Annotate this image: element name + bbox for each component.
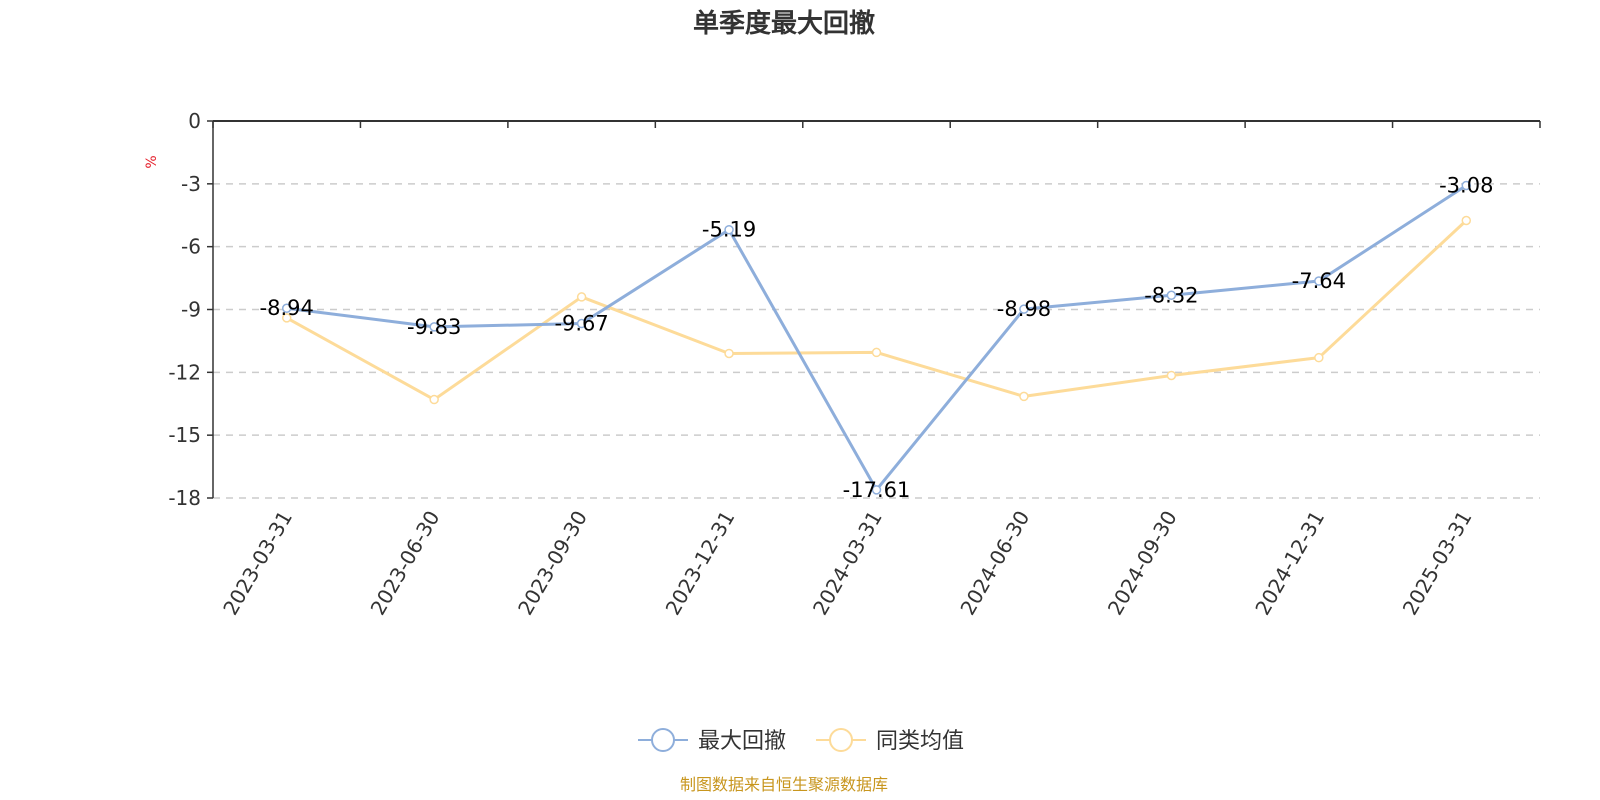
data-point[interactable] <box>1166 290 1177 301</box>
data-point[interactable] <box>1461 215 1472 226</box>
y-tick-label: -9 <box>181 298 201 322</box>
series-line-1 <box>286 184 1468 492</box>
data-point[interactable] <box>576 318 587 329</box>
data-point[interactable] <box>871 485 882 495</box>
y-tick-labels: 0 -3 -6 -9 -12 -15 -18 <box>168 109 201 510</box>
data-point[interactable] <box>281 303 292 313</box>
data-label: -3.08 <box>1439 174 1493 198</box>
legend-marker <box>651 728 675 752</box>
data-point[interactable] <box>1019 304 1029 314</box>
x-tick-label: 2023-06-30 <box>366 507 445 620</box>
y-tick-label: -6 <box>181 235 201 259</box>
data-point[interactable] <box>281 313 292 323</box>
legend-item-1[interactable]: 最大回撤 <box>638 728 786 754</box>
grid-lines <box>213 183 1540 499</box>
data-label: -9.83 <box>407 315 461 339</box>
data-point[interactable] <box>724 348 734 359</box>
x-tick-label: 2024-06-30 <box>955 507 1034 620</box>
data-point[interactable] <box>429 322 439 332</box>
data-point[interactable] <box>871 347 882 358</box>
data-point[interactable] <box>724 224 734 235</box>
legend-label: 最大回撤 <box>698 729 786 754</box>
x-tick-label: 2024-12-31 <box>1250 507 1329 620</box>
series-layer <box>281 180 1472 495</box>
data-point[interactable] <box>1166 370 1177 381</box>
data-label: -8.94 <box>260 296 314 320</box>
data-point[interactable] <box>1019 391 1029 402</box>
data-point[interactable] <box>1461 180 1472 191</box>
y-tick-label: 0 <box>188 109 201 133</box>
x-tick-label: 2024-09-30 <box>1103 507 1182 620</box>
data-point[interactable] <box>1314 352 1324 363</box>
data-label: -9.67 <box>554 312 608 336</box>
data-label: -5.19 <box>702 218 756 242</box>
y-tick-label: -3 <box>181 172 201 196</box>
data-label: -7.64 <box>1292 269 1346 293</box>
x-tick-label: 2024-03-31 <box>808 507 887 620</box>
y-axis-unit: % <box>144 155 160 168</box>
data-point[interactable] <box>429 394 439 405</box>
data-point[interactable] <box>1314 276 1324 286</box>
data-labels: -8.94 -9.83 -9.67 -5.19 -17.61 -8.98 -8.32 -7.6… <box>260 174 1494 502</box>
y-tick-label: -18 <box>168 486 201 510</box>
y-tick-label: -12 <box>168 360 201 384</box>
chart-title: 单季度最大回撤 <box>693 8 875 39</box>
data-label: -8.98 <box>997 297 1051 321</box>
x-tick-labels: 2023-03-31 2023-06-30 2023-09-30 2023-12-31… <box>218 507 1476 620</box>
axes <box>207 120 1541 499</box>
data-point[interactable] <box>576 292 587 302</box>
x-tick-label: 2023-03-31 <box>218 507 297 620</box>
legend-item-2[interactable]: 同类均值 <box>816 728 964 754</box>
x-tick-label: 2025-03-31 <box>1398 507 1477 620</box>
x-tick-label: 2023-09-30 <box>513 507 592 620</box>
legend-marker <box>829 728 853 752</box>
x-tick-label: 2023-12-31 <box>660 507 739 620</box>
source-note: 制图数据来自恒生聚源数据库 <box>680 775 888 794</box>
legend[interactable]: 最大回撤 同类均值 <box>638 728 964 754</box>
data-label: -17.61 <box>843 478 911 502</box>
data-label: -8.32 <box>1144 283 1198 307</box>
y-tick-label: -15 <box>168 423 201 447</box>
legend-label: 同类均值 <box>876 729 964 754</box>
